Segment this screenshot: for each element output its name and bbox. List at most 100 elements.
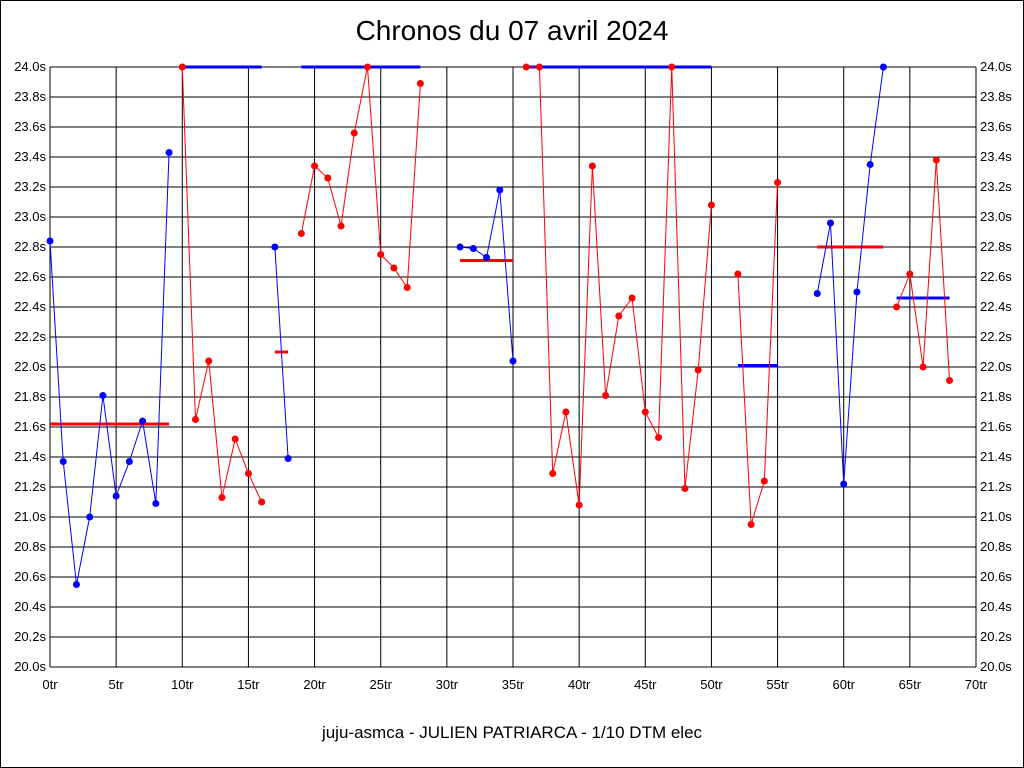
y-tick-label-right: 20.6s [980, 569, 1012, 584]
y-tick-label: 24.0s [14, 59, 46, 74]
data-point [324, 174, 332, 182]
y-tick-label-right: 22.4s [980, 299, 1012, 314]
series-line [49, 152, 170, 585]
data-point [655, 434, 663, 441]
x-tick-label: 60tr [833, 677, 856, 692]
data-point [297, 230, 305, 237]
data-point [509, 357, 517, 365]
series-line [274, 246, 289, 459]
x-tick-label: 45tr [634, 677, 657, 692]
data-point [826, 219, 834, 227]
data-point [496, 186, 504, 194]
data-point [866, 161, 874, 168]
y-tick-label: 22.0s [14, 359, 46, 374]
data-point [456, 243, 464, 251]
data-point [311, 162, 319, 170]
y-tick-label: 21.4s [14, 449, 46, 464]
data-point [774, 179, 782, 186]
x-tick-label: 15tr [237, 677, 260, 692]
data-point [72, 581, 80, 588]
y-tick-label-right: 23.4s [980, 149, 1012, 164]
x-tick-label: 40tr [568, 677, 591, 692]
y-tick-label: 20.6s [14, 569, 46, 584]
x-tick-label: 30tr [436, 677, 459, 692]
y-tick-label-right: 24.0s [980, 59, 1012, 74]
y-tick-label: 23.8s [14, 89, 46, 104]
y-tick-label-right: 20.8s [980, 539, 1012, 554]
chart-subtitle: juju-asmca - JULIEN PATRIARCA - 1/10 DTM… [321, 723, 703, 742]
data-point [694, 366, 702, 374]
x-tick-label: 50tr [700, 677, 723, 692]
series-line [816, 66, 884, 485]
chart-title: Chronos du 07 avril 2024 [355, 15, 669, 46]
y-tick-label: 20.2s [14, 629, 46, 644]
y-tick-label: 23.6s [14, 119, 46, 134]
data-point [350, 129, 358, 137]
y-tick-label: 22.8s [14, 239, 46, 254]
data-point [562, 408, 570, 416]
y-tick-label-right: 21.8s [980, 389, 1012, 404]
data-point [59, 458, 67, 465]
data-point [602, 392, 610, 399]
series-line [460, 189, 514, 362]
y-tick-label: 23.0s [14, 209, 46, 224]
data-point [575, 501, 583, 509]
data-point [363, 63, 371, 71]
data-point [390, 264, 398, 272]
y-tick-label: 21.2s [14, 479, 46, 494]
x-tick-label: 35tr [502, 677, 525, 692]
data-point [919, 363, 927, 371]
x-tick-label: 25tr [370, 677, 393, 692]
x-tick-label: 10tr [171, 677, 194, 692]
y-tick-label-right: 21.2s [980, 479, 1012, 494]
data-point [86, 513, 94, 521]
data-point [879, 63, 887, 71]
data-point [218, 494, 226, 501]
series-line [896, 159, 951, 381]
data-point [681, 485, 689, 492]
x-tick-label: 65tr [899, 677, 922, 692]
y-tick-label-right: 22.0s [980, 359, 1012, 374]
y-tick-label-right: 20.0s [980, 659, 1012, 674]
data-point [231, 435, 239, 443]
y-tick-label: 22.6s [14, 269, 46, 284]
data-point [46, 237, 54, 245]
data-point [522, 63, 530, 71]
x-tick-label: 0tr [42, 677, 58, 692]
data-point [813, 290, 821, 297]
data-point [178, 63, 186, 71]
data-point [588, 162, 596, 170]
data-point [747, 521, 755, 528]
y-tick-label-right: 23.8s [980, 89, 1012, 104]
y-tick-label-right: 21.6s [980, 419, 1012, 434]
y-tick-label-right: 23.0s [980, 209, 1012, 224]
data-point [906, 270, 914, 278]
data-point [840, 480, 848, 488]
data-point [192, 416, 200, 423]
data-point [377, 251, 385, 258]
y-tick-label-right: 20.2s [980, 629, 1012, 644]
data-point [535, 63, 543, 71]
data-point [112, 492, 120, 500]
data-point [641, 408, 649, 416]
data-point [853, 288, 861, 296]
data-point [893, 303, 901, 311]
data-point [337, 222, 345, 230]
y-tick-label: 20.4s [14, 599, 46, 614]
data-point [469, 245, 477, 252]
data-point [244, 470, 252, 477]
y-tick-label-right: 22.2s [980, 329, 1012, 344]
data-point [760, 477, 768, 485]
y-tick-label-right: 23.2s [980, 179, 1012, 194]
data-point [946, 377, 954, 384]
y-tick-label: 22.2s [14, 329, 46, 344]
data-point [416, 80, 424, 87]
data-point [205, 357, 213, 365]
data-point [734, 270, 742, 278]
series-line [737, 182, 779, 525]
data-point [152, 500, 160, 507]
data-point [165, 149, 173, 156]
data-point [549, 470, 557, 477]
